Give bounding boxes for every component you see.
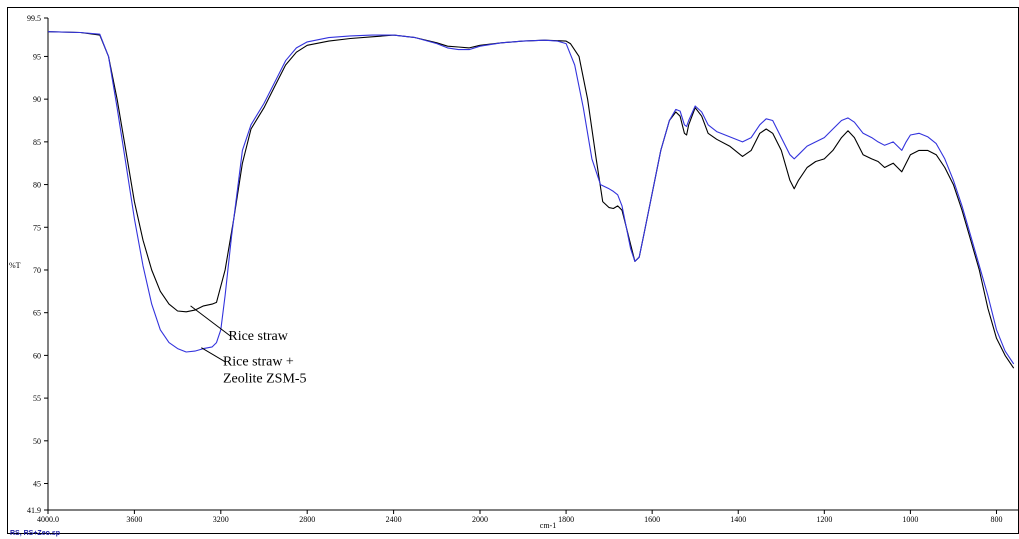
x-axis-label: cm-1 [540,521,556,530]
y-tick-label: 65 [33,309,41,318]
y-tick-label: 90 [33,95,41,104]
tick-labels: 4000.0 3600 3200 2800 2400 2000 1800 1600 1400 12… [27,14,1002,524]
y-tick-label: 85 [33,138,41,147]
x-tick-label: 1400 [730,515,746,524]
y-tick-label: 45 [33,480,41,489]
x-tick-label: 2400 [386,515,402,524]
x-tick-label: 1800 [558,515,574,524]
y-axis-label: %T [9,261,21,270]
x-tick-label: 800 [990,515,1002,524]
x-tick-label: 1200 [816,515,832,524]
y-tick-label: 41.9 [27,506,41,515]
axes [47,18,1018,511]
x-tick-label: 4000.0 [37,515,59,524]
y-tick-label: 95 [33,52,41,61]
y-tick-label: 50 [33,437,41,446]
y-tick-label: 80 [33,181,41,190]
x-tick-label: 1600 [644,515,660,524]
x-tick-label: 3200 [213,515,229,524]
y-tick-label: 99.5 [27,14,41,23]
ir-spectrum-chart: 4000.0 3600 3200 2800 2400 2000 1800 1600 1400 12… [9,14,1018,530]
annotation-pointer [190,305,231,337]
annotation-label-1: Rice straw [228,329,288,344]
y-tick-label: 55 [33,394,41,403]
y-tick-label: 70 [33,266,41,275]
y-tick-label: 60 [33,351,41,360]
x-tick-label: 2000 [472,515,488,524]
footer-label: RS, RS+Zeo.sp [10,530,60,537]
series-line-1 [47,31,1015,369]
annotation-pointer [201,347,226,363]
x-tick-label: 1000 [902,515,918,524]
x-tick-label: 3600 [126,515,142,524]
series-lines [47,31,1015,369]
annotations: Rice straw Rice straw + Zeolite ZSM-5 [190,305,307,387]
y-tick-label: 75 [33,223,41,232]
series-line-2 [47,31,1015,365]
chart-frame: 4000.0 3600 3200 2800 2400 2000 1800 1600 1400 12… [7,7,1019,534]
annotation-label-2: Rice straw + [223,355,294,370]
x-tick-label: 2800 [299,515,315,524]
annotation-label-3: Zeolite ZSM-5 [223,372,307,387]
